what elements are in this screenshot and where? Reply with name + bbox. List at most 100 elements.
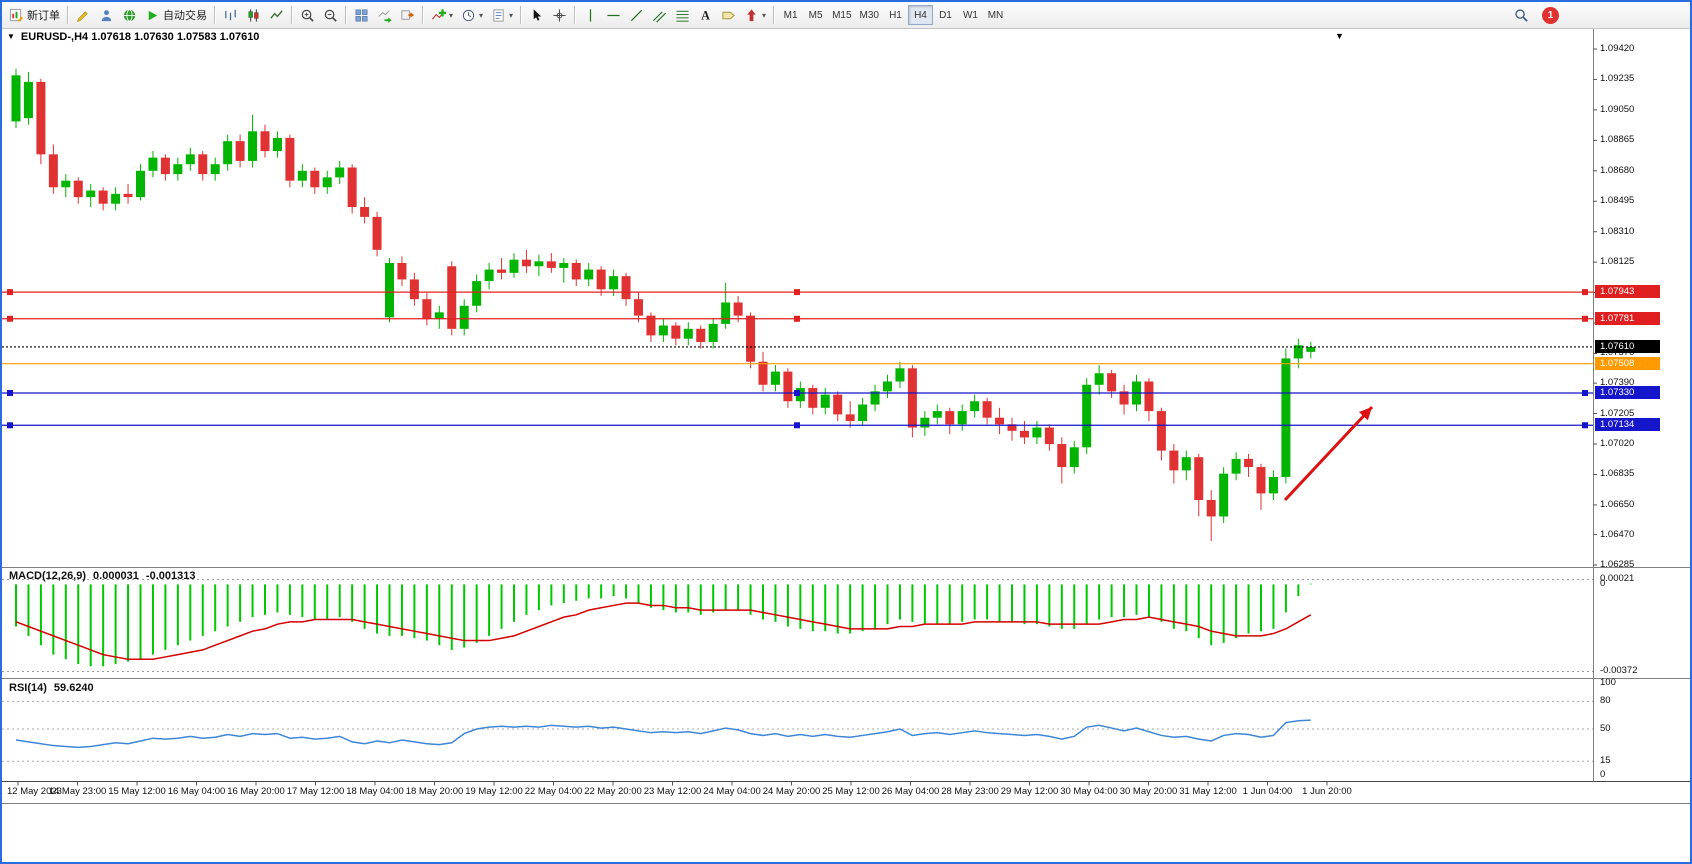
price-axis-label[interactable]: 1.09420 (1600, 43, 1635, 54)
price-axis-label[interactable]: 1.07205 (1600, 407, 1635, 419)
price-axis-label[interactable]: 1.08125 (1600, 256, 1635, 268)
search-button[interactable] (1510, 4, 1533, 26)
symbol-dropdown-icon[interactable]: ▼ (7, 32, 15, 41)
support-line-1-handle[interactable] (7, 390, 13, 396)
price-axis-label[interactable]: 1.07570 (1600, 347, 1635, 359)
price-axis-label[interactable]: 1.09235 (1600, 73, 1635, 85)
trendline-button[interactable] (625, 4, 648, 26)
text-label-button[interactable] (717, 4, 740, 26)
arrows-button[interactable]: ▾ (740, 4, 770, 26)
candlestick-chart-button[interactable] (242, 4, 265, 26)
tile-windows-button[interactable] (350, 4, 373, 26)
line-chart-button[interactable] (265, 4, 288, 26)
chart-canvas[interactable] (2, 29, 1690, 862)
time-axis-label[interactable]: 16 May 20:00 (227, 786, 285, 797)
timeframe-d1-button[interactable]: D1 (933, 5, 958, 25)
price-axis-label[interactable]: 1.08310 (1600, 225, 1635, 237)
timeframe-h1-button[interactable]: H1 (883, 5, 908, 25)
chart-shift-marker-icon[interactable]: ▼ (1335, 31, 1344, 41)
price-axis-label[interactable]: 1.08680 (1600, 164, 1635, 176)
timeframe-mn-button[interactable]: MN (983, 5, 1008, 25)
zoom-out-button[interactable] (319, 4, 342, 26)
time-axis-label[interactable]: 14 May 23:00 (48, 786, 107, 797)
indicators-button[interactable]: ▾ (427, 4, 457, 26)
price-axis-label[interactable]: 1.07390 (1600, 377, 1635, 389)
support-line-2-handle[interactable] (7, 422, 13, 429)
resistance-line-1-handle[interactable] (7, 289, 13, 296)
price-axis-label[interactable]: 1.08495 (1600, 195, 1635, 207)
support-line-1-handle[interactable] (794, 390, 800, 396)
timeframe-m30-button[interactable]: M30 (856, 5, 883, 25)
price-axis-label[interactable]: 1.06285 (1600, 559, 1635, 570)
crosshair-button[interactable] (548, 4, 571, 26)
support-line-2-handle[interactable] (1582, 422, 1588, 429)
price-axis-label[interactable]: 1.06470 (1600, 528, 1635, 540)
price-axis-label[interactable]: 1.06835 (1600, 468, 1635, 480)
support-line-2-handle[interactable] (794, 422, 800, 429)
resistance-line-1-handle[interactable] (1582, 289, 1588, 296)
time-axis-label[interactable]: 24 May 20:00 (762, 786, 821, 797)
notifications-badge[interactable]: 1 (1542, 6, 1559, 24)
periods-button[interactable]: ▾ (457, 4, 487, 26)
fibonacci-button[interactable] (671, 4, 694, 26)
resistance-line-2-handle[interactable] (1582, 315, 1588, 322)
zoom-in-button[interactable] (296, 4, 319, 26)
time-axis-label[interactable]: 30 May 20:00 (1119, 786, 1178, 797)
time-axis-label[interactable]: 22 May 04:00 (524, 786, 583, 797)
text-button[interactable]: A (694, 4, 717, 26)
time-axis-label[interactable]: 31 May 12:00 (1179, 786, 1237, 797)
market-button[interactable] (95, 4, 118, 26)
time-axis-label[interactable]: 25 May 12:00 (822, 786, 880, 797)
resistance-line-2-handle[interactable] (794, 315, 800, 322)
time-axis-label[interactable]: 22 May 20:00 (584, 786, 642, 797)
candle-body (982, 401, 992, 418)
price-axis-label[interactable]: 1.07020 (1600, 438, 1635, 450)
time-axis-label[interactable]: 19 May 12:00 (465, 786, 523, 797)
time-axis-label[interactable]: 29 May 12:00 (1000, 786, 1059, 797)
time-axis-label[interactable]: 15 May 12:00 (108, 786, 166, 797)
time-axis-label[interactable]: 12 May 2023 (7, 786, 62, 797)
candle-body (86, 190, 96, 198)
time-axis-label[interactable]: 28 May 23:00 (941, 786, 999, 797)
time-axis-label[interactable]: 30 May 04:00 (1060, 786, 1118, 797)
price-axis-label[interactable]: 1.09050 (1600, 103, 1635, 115)
arrows-button-caret-icon[interactable]: ▾ (762, 10, 767, 20)
timeframe-h4-button[interactable]: H4 (907, 5, 933, 25)
cursor-button[interactable] (525, 4, 548, 26)
time-axis-label[interactable]: 23 May 12:00 (643, 786, 702, 797)
auto-scroll-button[interactable] (373, 4, 396, 26)
timeframe-m15-button[interactable]: M15 (828, 5, 855, 25)
templates-button-caret-icon[interactable]: ▾ (509, 10, 514, 20)
timeframe-m1-button[interactable]: M1 (778, 5, 803, 25)
templates-button[interactable]: ▾ (487, 4, 517, 26)
community-button[interactable] (118, 4, 141, 26)
time-axis-label[interactable]: 24 May 04:00 (703, 786, 761, 797)
chart-shift-button[interactable] (396, 4, 419, 26)
price-axis-label[interactable]: 1.06650 (1600, 498, 1635, 510)
timeframe-w1-button[interactable]: W1 (958, 5, 983, 25)
new-order-button[interactable]: 新订单 (5, 4, 64, 26)
channel-button[interactable] (648, 4, 671, 26)
time-axis-label[interactable]: 16 May 04:00 (167, 786, 226, 797)
time-axis-label[interactable]: 18 May 20:00 (405, 786, 464, 797)
time-axis-label[interactable]: 1 Jun 20:00 (1302, 786, 1352, 797)
indicators-button-caret-icon[interactable]: ▾ (449, 10, 454, 20)
price-axis-label[interactable]: 1.08865 (1600, 134, 1635, 146)
chart-window[interactable]: 1.09420 1.09235 1.09050 1.08865 1.08680 1.084… (2, 29, 1690, 862)
horizontal-line-button[interactable] (602, 4, 625, 26)
time-axis-label[interactable]: 1 Jun 04:00 (1242, 786, 1293, 797)
metaeditor-button[interactable] (72, 4, 95, 26)
resistance-line-2-handle[interactable] (7, 315, 13, 322)
time-axis-label[interactable]: 26 May 04:00 (881, 786, 940, 797)
time-axis-label[interactable]: 18 May 04:00 (346, 786, 404, 797)
autotrading-button[interactable]: 自动交易 (141, 4, 211, 26)
vertical-line-button[interactable] (579, 4, 602, 26)
candle-body (920, 417, 930, 428)
trend-arrow[interactable] (1283, 405, 1374, 502)
bar-chart-button[interactable] (219, 4, 242, 26)
periods-button-caret-icon[interactable]: ▾ (479, 10, 484, 20)
time-axis-label[interactable]: 17 May 12:00 (286, 786, 345, 797)
support-line-1-handle[interactable] (1582, 390, 1588, 396)
timeframe-m5-button[interactable]: M5 (803, 5, 828, 25)
resistance-line-1-handle[interactable] (794, 289, 800, 296)
